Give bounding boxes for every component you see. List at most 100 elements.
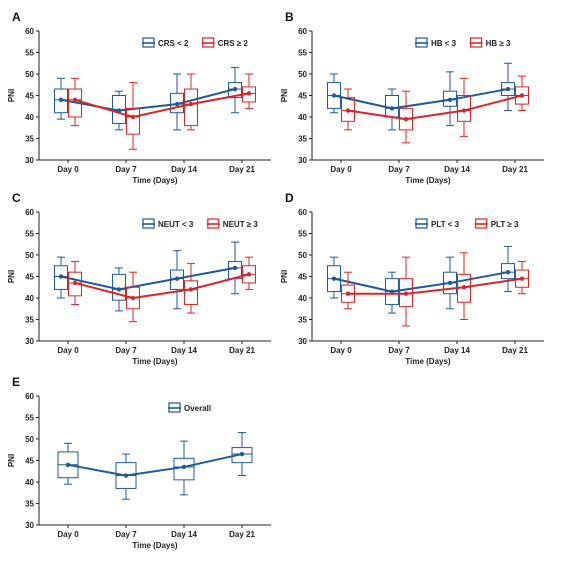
mean-point xyxy=(123,473,129,478)
x-tick-label: Day 0 xyxy=(57,530,79,539)
legend-label: HB ≥ 3 xyxy=(486,39,511,48)
y-tick-label: 60 xyxy=(298,208,307,217)
x-axis-label: Time (Days) xyxy=(132,541,178,550)
x-axis-label: Time (Days) xyxy=(405,357,451,366)
legend: NEUT < 3 NEUT ≥ 3 xyxy=(142,218,259,229)
y-axis-label: PNI xyxy=(280,89,289,102)
mean-point xyxy=(174,101,180,107)
y-axis-label: PNI xyxy=(7,89,16,102)
y-tick-label: 30 xyxy=(25,521,34,530)
series-hb-3 xyxy=(327,62,515,131)
x-axis-label: Time (Days) xyxy=(132,176,178,185)
panel-letter: A xyxy=(12,10,21,24)
mean-line xyxy=(60,266,236,291)
mean-point xyxy=(72,97,78,103)
x-tick-label: Day 14 xyxy=(171,530,197,539)
panel-letter: D xyxy=(285,191,294,205)
y-tick-label: 45 xyxy=(298,273,307,282)
x-tick-label: Day 0 xyxy=(330,346,352,355)
y-tick-label: 45 xyxy=(25,273,34,282)
x-tick-label: Day 14 xyxy=(444,165,470,174)
mean-point xyxy=(403,116,409,122)
legend: CRS < 2 CRS ≥ 2 xyxy=(142,37,249,48)
x-tick-label: Day 21 xyxy=(229,530,255,539)
mean-point xyxy=(505,270,511,275)
legend-key: Overall xyxy=(168,402,211,413)
legend-label: NEUT < 3 xyxy=(158,220,194,229)
y-tick-label: 35 xyxy=(25,500,34,509)
panel-d: D 30 35 40 45 50 55 60 PNI Day 0 Day 7 Day 14 Day 21… xyxy=(280,191,544,366)
x-tick-label: Day 7 xyxy=(388,346,410,355)
x-tick-label: Day 7 xyxy=(115,346,137,355)
legend-key: HB ≥ 3 xyxy=(469,37,511,48)
mean-point xyxy=(331,276,337,281)
series-hb-3 xyxy=(341,75,529,144)
legend-key: NEUT < 3 xyxy=(142,218,194,229)
x-tick-label: Day 0 xyxy=(57,346,79,355)
mean-point xyxy=(181,464,187,470)
y-tick-label: 30 xyxy=(25,156,34,165)
y-tick-label: 55 xyxy=(298,230,307,239)
x-tick-label: Day 0 xyxy=(330,165,352,174)
y-tick-label: 35 xyxy=(298,135,307,144)
mean-line xyxy=(67,453,243,477)
y-tick-label: 55 xyxy=(25,414,34,423)
y-tick-label: 35 xyxy=(298,316,307,325)
y-tick-label: 30 xyxy=(25,337,34,346)
mean-point xyxy=(403,291,409,296)
mean-point xyxy=(246,272,252,277)
panel-b: B 30 35 40 45 50 55 60 PNI Day 0 Day 7 Day 14 Day 21… xyxy=(280,10,544,185)
y-tick-label: 35 xyxy=(25,316,34,325)
mean-point xyxy=(130,295,136,301)
x-tick-label: Day 14 xyxy=(171,165,197,174)
box-plot xyxy=(231,432,253,477)
y-tick-label: 60 xyxy=(25,27,34,36)
legend-label: HB < 3 xyxy=(431,39,457,48)
series-neut-3 xyxy=(68,256,256,323)
legend-label: CRS ≥ 2 xyxy=(218,39,249,48)
y-tick-label: 45 xyxy=(25,457,34,466)
mean-line xyxy=(333,88,509,110)
box-plot xyxy=(457,77,471,137)
box-plot xyxy=(515,75,529,112)
y-tick-label: 40 xyxy=(298,113,307,122)
y-tick-label: 50 xyxy=(298,70,307,79)
mean-point xyxy=(519,93,525,98)
box-plot xyxy=(327,256,341,299)
legend-label: Overall xyxy=(184,404,211,413)
x-tick-label: Day 21 xyxy=(502,165,528,174)
y-axis-label: PNI xyxy=(7,454,16,467)
box-plot xyxy=(341,271,355,310)
mean-point xyxy=(389,106,395,111)
panel-e: E 30 35 40 45 50 55 60 PNI Day 0 Day 7 Day 14 Day 21… xyxy=(7,375,271,550)
mean-point xyxy=(116,287,122,292)
y-tick-label: 35 xyxy=(25,135,34,144)
mean-point xyxy=(447,97,453,103)
mean-point xyxy=(232,265,238,271)
legend-key: PLT < 3 xyxy=(415,218,460,229)
x-tick-label: Day 21 xyxy=(229,346,255,355)
y-tick-label: 40 xyxy=(298,294,307,303)
y-tick-label: 40 xyxy=(25,294,34,303)
legend-key: NEUT ≥ 3 xyxy=(206,218,259,229)
x-tick-label: Day 7 xyxy=(388,165,410,174)
y-tick-label: 45 xyxy=(25,92,34,101)
legend-label: NEUT ≥ 3 xyxy=(223,220,259,229)
mean-point xyxy=(519,276,525,281)
y-tick-label: 55 xyxy=(298,49,307,58)
panel-letter: B xyxy=(285,10,294,24)
series-overall xyxy=(57,432,253,500)
x-tick-label: Day 7 xyxy=(115,530,137,539)
y-tick-label: 60 xyxy=(25,208,34,217)
legend: Overall xyxy=(168,402,211,413)
panel-c: C 30 35 40 45 50 55 60 PNI Day 0 Day 7 Day 14 Day 21… xyxy=(7,191,271,366)
box-iqr xyxy=(231,447,253,464)
legend-key: PLT ≥ 3 xyxy=(474,218,519,229)
series-plt-3 xyxy=(327,245,515,314)
box-iqr xyxy=(184,280,198,305)
y-tick-label: 40 xyxy=(25,113,34,122)
legend-key: HB < 3 xyxy=(415,37,457,48)
mean-point xyxy=(331,93,337,98)
mean-point xyxy=(130,114,136,120)
series-crs-2 xyxy=(54,67,242,131)
